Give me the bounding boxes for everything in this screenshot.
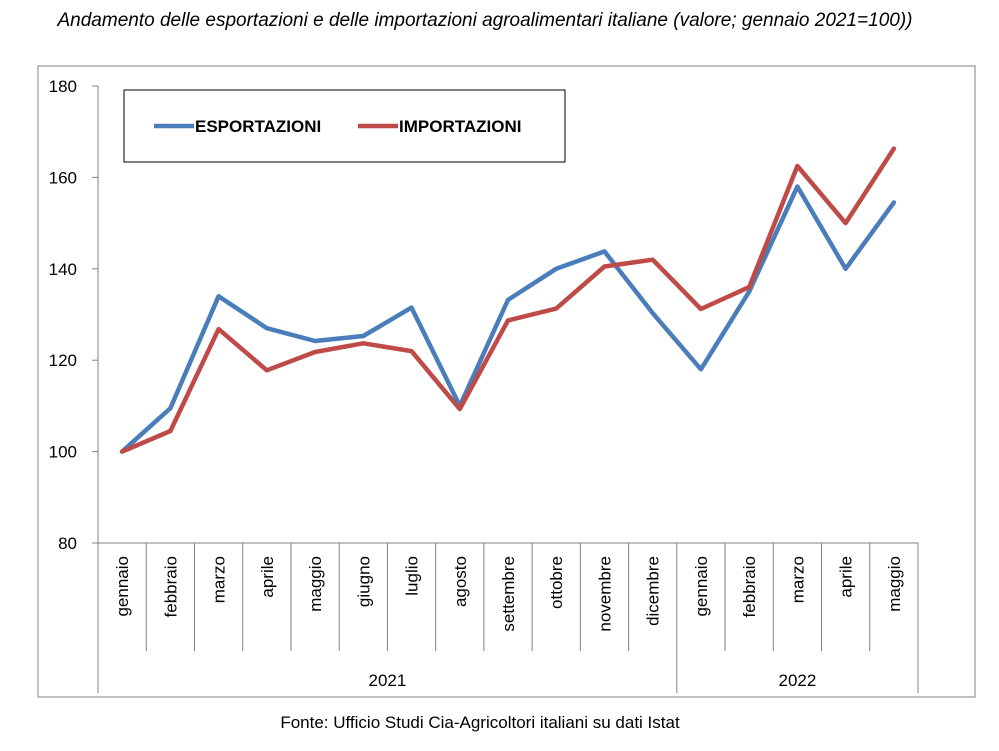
y-tick-label: 120 [49,351,77,370]
x-tick-label: giugno [354,556,373,607]
y-tick-label: 180 [49,77,77,96]
chart-title: Andamento delle esportazioni e delle imp… [57,10,913,31]
y-tick-label: 80 [58,534,77,553]
x-group-label: 2021 [368,671,406,690]
x-tick-label: febbraio [740,556,759,617]
x-tick-label: settembre [499,556,518,632]
y-tick-label: 160 [49,168,77,187]
x-tick-label: novembre [595,556,614,632]
x-tick-label: maggio [306,556,325,612]
x-tick-label: marzo [788,556,807,603]
x-tick-label: febbraio [161,556,180,617]
x-tick-label: aprile [258,556,277,598]
x-tick-label: dicembre [644,556,663,626]
chart-frame [37,65,976,698]
series-line-esportazioni [119,184,897,454]
x-tick-label: gennaio [692,556,711,617]
y-tick-label: 100 [49,443,77,462]
source-note: Fonte: Ufficio Studi Cia-Agricoltori ita… [280,713,680,732]
x-tick-label: ottobre [547,556,566,609]
x-tick-label: agosto [451,556,470,607]
legend-box [123,89,566,163]
x-tick-label: gennaio [113,556,132,617]
x-tick-label: marzo [210,556,229,603]
x-tick-label: aprile [837,556,856,598]
series-line-importazioni [119,146,897,454]
x-tick-label: maggio [885,556,904,612]
legend-label-esportazioni: ESPORTAZIONI [195,117,321,136]
y-tick-label: 140 [49,260,77,279]
x-group-label: 2022 [778,671,816,690]
x-tick-label: luglio [403,556,422,596]
legend-label-importazioni: IMPORTAZIONI [399,117,521,136]
